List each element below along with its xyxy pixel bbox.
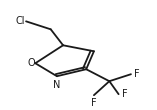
Text: F: F <box>91 98 97 108</box>
Text: N: N <box>53 80 61 90</box>
Text: O: O <box>28 58 35 68</box>
Text: F: F <box>122 89 127 99</box>
Text: F: F <box>134 69 140 79</box>
Text: Cl: Cl <box>15 16 24 26</box>
